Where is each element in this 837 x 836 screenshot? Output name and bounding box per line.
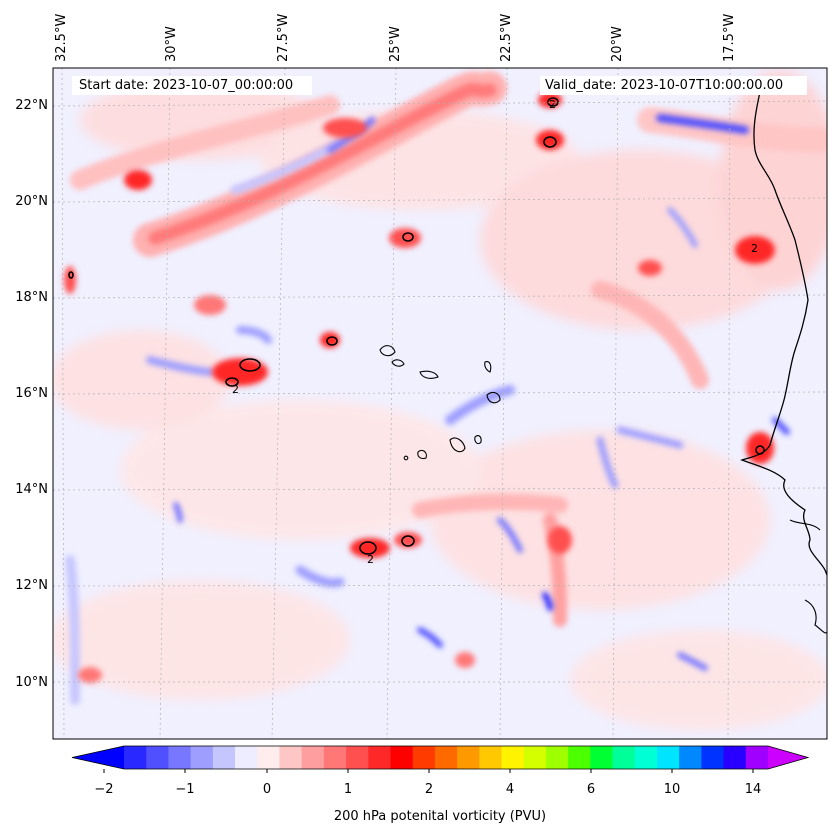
colorbar-tick: −2	[94, 782, 114, 797]
lat-label: 12°N	[15, 578, 48, 593]
lon-label: 17.5°W	[722, 13, 737, 62]
start-date-label: Start date: 2023-10-07_00:00:00	[79, 78, 294, 93]
colorbar-swatch	[501, 746, 525, 769]
map-frame	[52, 67, 828, 740]
colorbar-tick: 6	[586, 782, 596, 797]
colorbar-swatch	[634, 746, 658, 769]
lon-label: 20°W	[610, 26, 625, 62]
colorbar-swatch	[301, 746, 325, 769]
africa-inner-coast	[789, 519, 827, 634]
lat-label: 16°N	[15, 386, 48, 401]
lat-label: 10°N	[15, 675, 48, 690]
colorbar-swatch	[612, 746, 636, 769]
colorbar-swatch	[168, 746, 192, 769]
pv-2-contours	[68, 97, 765, 555]
pv-field: 2 2 2 2	[53, 68, 827, 739]
colorbar-swatch	[346, 746, 369, 769]
lat-label: 14°N	[15, 482, 48, 497]
contour-label: 2	[751, 242, 758, 255]
colorbar-extend-min	[72, 746, 124, 769]
colorbar-swatch	[257, 746, 280, 769]
lat-label: 18°N	[15, 290, 48, 305]
colorbar-swatch	[523, 746, 547, 769]
colorbar-swatch	[434, 746, 458, 769]
valid-date-box	[540, 76, 807, 95]
lat-label: 22°N	[15, 98, 48, 113]
pv-contour-labels: 2 2 2 2	[232, 98, 758, 566]
colorbar-swatch	[745, 746, 769, 769]
colorbar-tick: 14	[744, 782, 762, 797]
colorbar-swatch	[146, 746, 169, 769]
colorbar-tick: 2	[424, 782, 434, 797]
colorbar-swatch	[723, 746, 747, 769]
pv-positive-cores	[64, 92, 775, 683]
lon-label: 25°W	[388, 26, 403, 62]
colorbar-swatch	[590, 746, 614, 769]
colorbar	[71, 745, 810, 773]
colorbar-swatch	[412, 746, 436, 769]
colorbar-swatch	[656, 746, 680, 769]
colorbar-tick: 4	[505, 782, 515, 797]
colorbar-swatch	[679, 746, 702, 769]
colorbar-swatch	[390, 746, 414, 769]
colorbar-extend-max	[768, 746, 808, 769]
colorbar-tick: 1	[343, 782, 353, 797]
lat-label: 20°N	[15, 194, 48, 209]
colorbar-swatch	[457, 746, 480, 769]
colorbar-swatch	[212, 746, 236, 769]
lon-label: 22.5°W	[499, 13, 514, 62]
cabo-verde-islands	[379, 345, 501, 461]
colorbar-tick: −1	[175, 782, 195, 797]
lon-label: 32.5°W	[54, 13, 69, 62]
contour-label: 2	[549, 98, 556, 111]
contour-label: 2	[232, 383, 239, 396]
pv-negative-filaments	[65, 114, 790, 705]
valid-date-label: Valid_date: 2023-10-07T10:00:00.00	[545, 78, 784, 93]
graticule	[53, 68, 827, 739]
colorbar-swatch	[701, 746, 725, 769]
colorbar-swatch	[190, 746, 214, 769]
lon-label: 27.5°W	[276, 13, 291, 62]
colorbar-swatch	[545, 746, 569, 769]
colorbar-swatch	[568, 746, 591, 769]
lon-label: 30°W	[164, 26, 179, 62]
start-date-box	[72, 76, 312, 95]
colorbar-swatch	[479, 746, 503, 769]
colorbar-swatch	[368, 746, 391, 769]
colorbar-outline	[71, 745, 810, 770]
africa-coastline	[740, 91, 827, 576]
colorbar-swatch	[323, 746, 347, 769]
colorbar-swatch	[235, 746, 258, 769]
colorbar-title: 200 hPa potenital vorticity (PVU)	[333, 809, 547, 824]
colorbar-swatch	[279, 746, 303, 769]
colorbar-tick: 10	[663, 782, 681, 797]
contour-label: 2	[367, 553, 374, 566]
colorbar-tick: 0	[262, 782, 272, 797]
colorbar-swatch	[124, 746, 147, 769]
